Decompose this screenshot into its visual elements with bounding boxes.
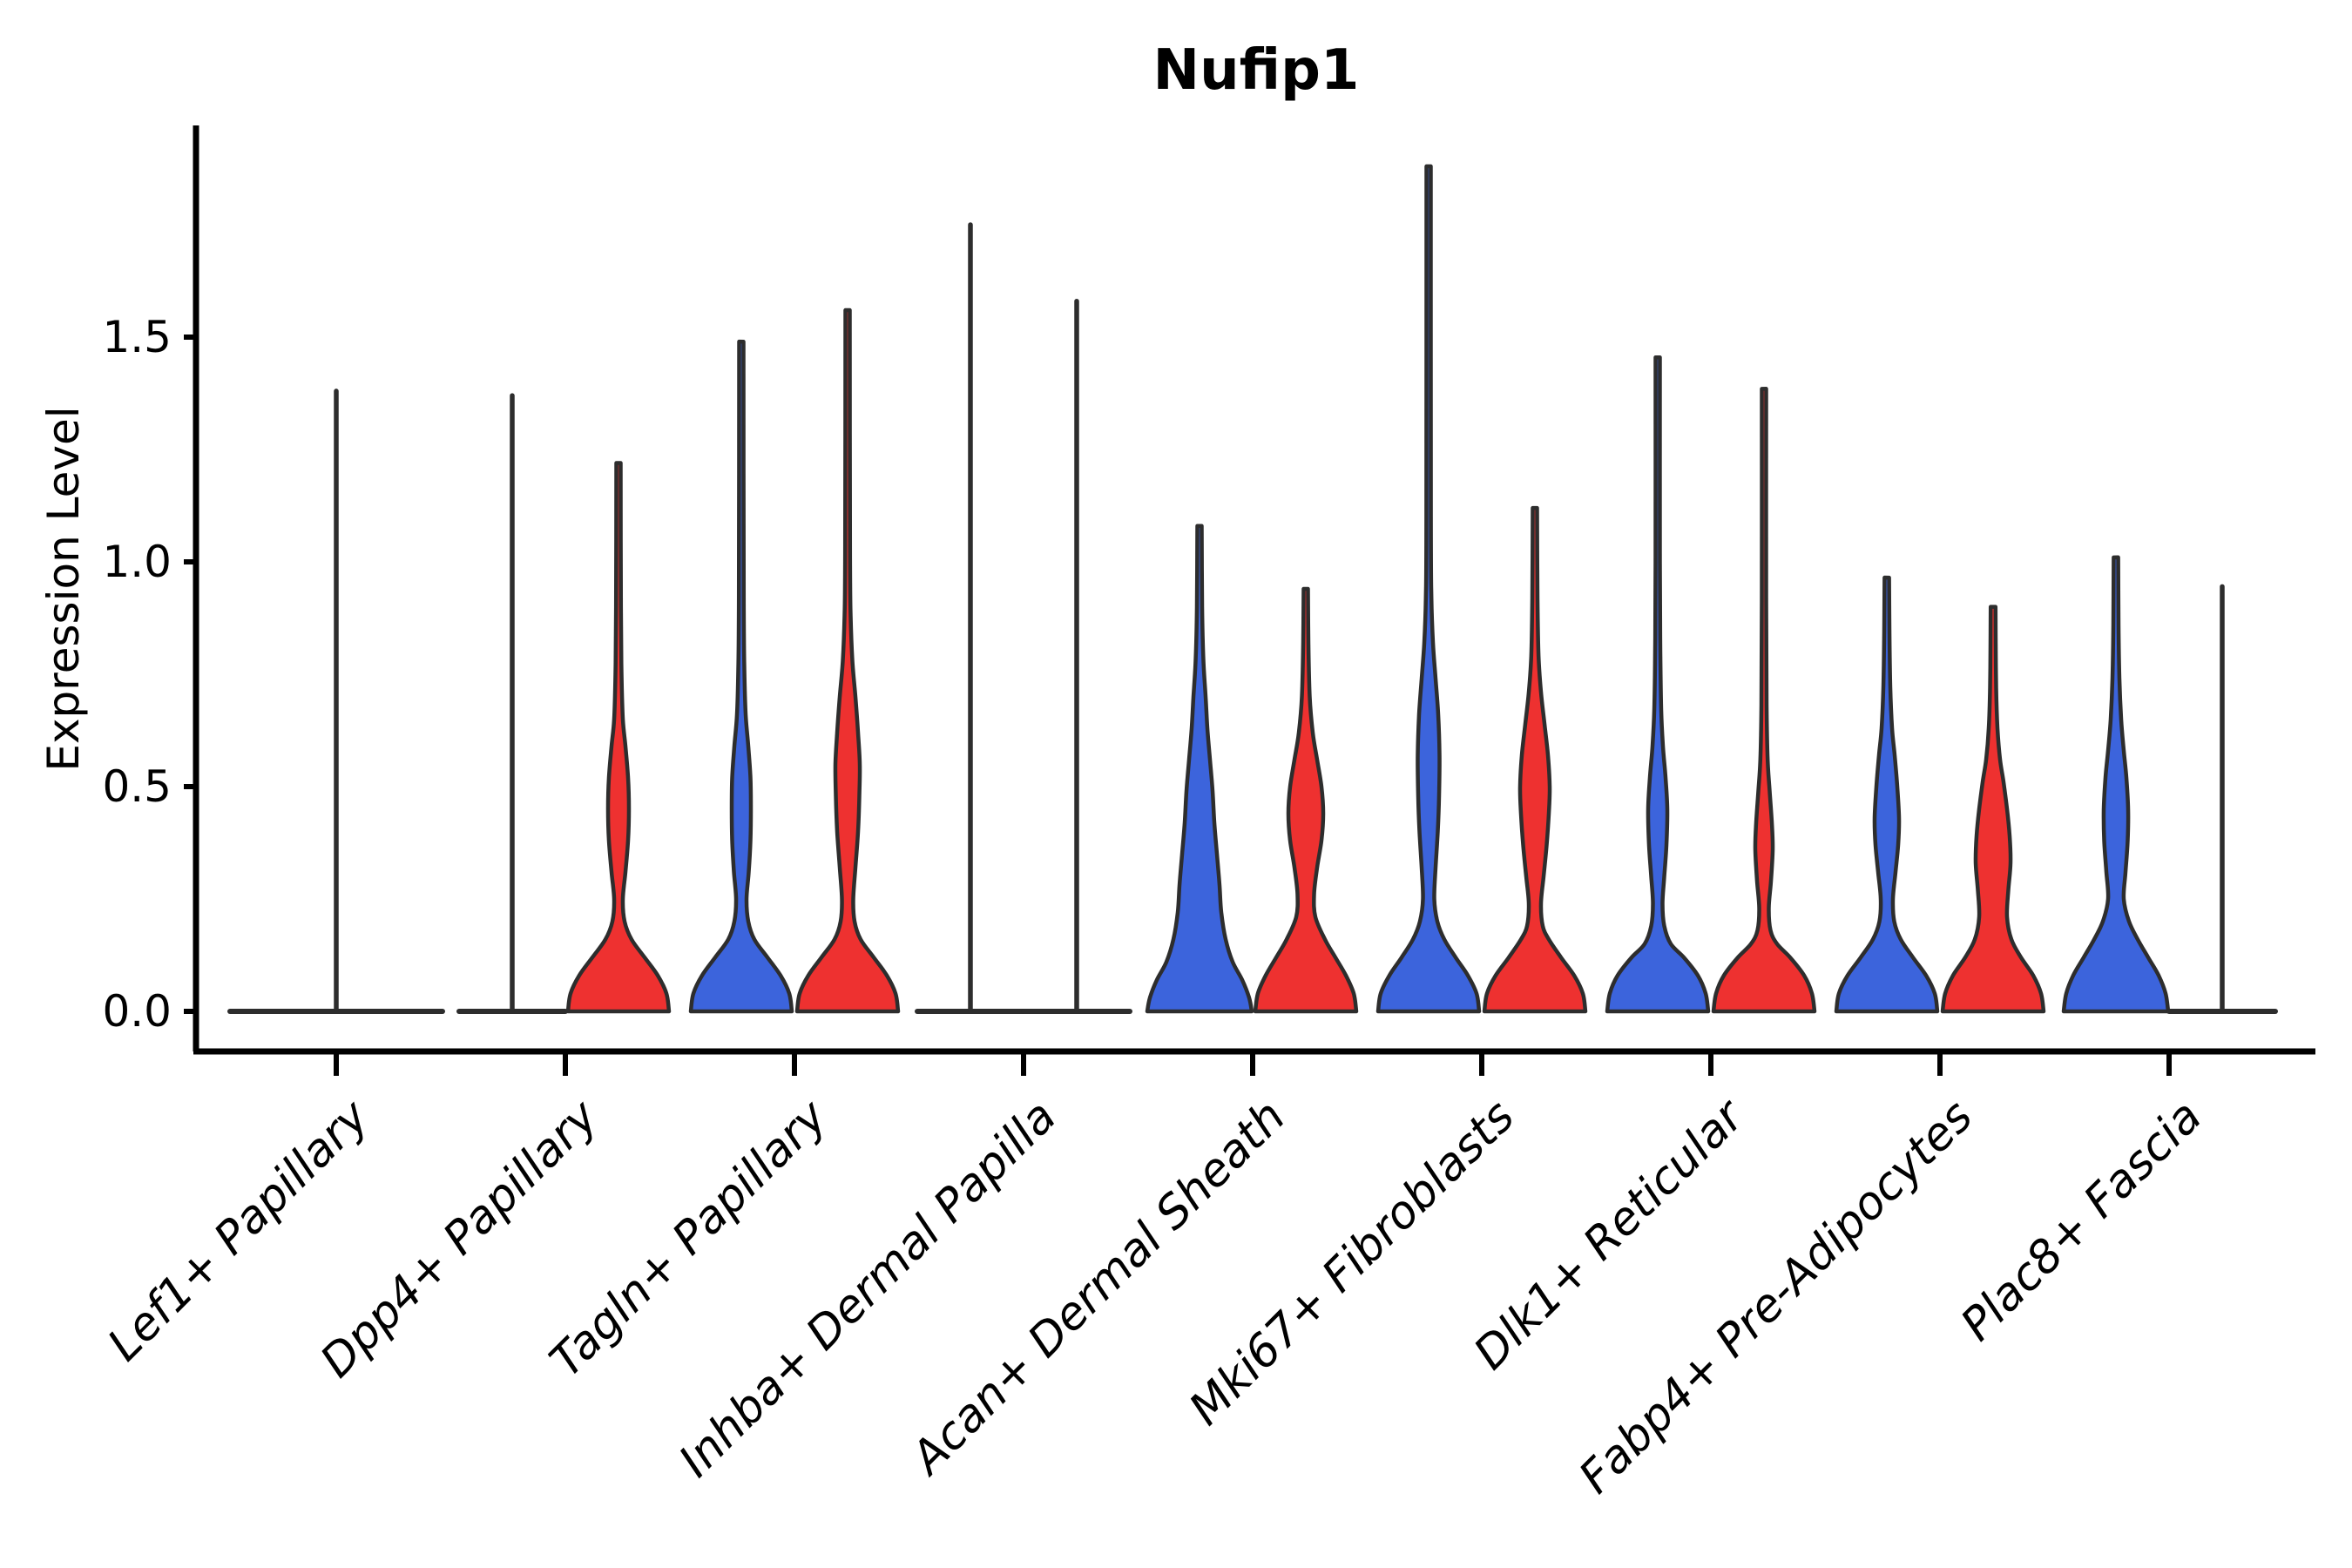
y-axis-label: Expression Level	[38, 406, 89, 771]
violin-body	[688, 339, 794, 1014]
x-tick-label: Acan+ Dermal Sheath	[900, 1091, 1295, 1486]
plot-title: Nufip1	[1153, 38, 1360, 103]
violin-body	[565, 461, 672, 1014]
violin-body	[2061, 555, 2171, 1014]
violin-body	[1711, 387, 1817, 1014]
violin-7-blue	[1834, 575, 1940, 1014]
violin-6-red	[1711, 387, 1817, 1014]
violin-layer	[227, 164, 2278, 1014]
y-tick-label: 1.5	[102, 312, 172, 362]
x-tick-label: Fabp4+ Pre-Adipocytes	[1570, 1091, 1984, 1504]
violin-8-blue	[2061, 555, 2171, 1014]
violin-7-red	[1940, 605, 2046, 1014]
violin-body	[1482, 505, 1588, 1014]
violin-6-blue	[1605, 355, 1711, 1014]
y-tick-label: 0.0	[102, 986, 172, 1037]
violin-5-blue	[1375, 164, 1482, 1014]
violin-body	[1375, 164, 1482, 1014]
violin-2-red	[794, 308, 901, 1014]
violin-body	[1145, 524, 1254, 1014]
violin-5-red	[1482, 505, 1588, 1014]
violin-body	[1253, 586, 1359, 1014]
violin-body	[794, 308, 901, 1014]
violin-8-red	[2166, 584, 2278, 1014]
x-tick-label: Inhba+ Dermal Papilla	[669, 1091, 1066, 1488]
violin-1-red	[565, 461, 672, 1014]
violin-body	[1605, 355, 1711, 1014]
violin-4-red	[1253, 586, 1359, 1014]
violin-4-blue	[1145, 524, 1254, 1014]
violin-body	[1940, 605, 2046, 1014]
x-tick-label: Plac8+ Fascia	[1951, 1091, 2212, 1351]
y-tick-label: 1.0	[102, 537, 172, 587]
violin-0-single	[227, 389, 445, 1014]
y-tick-label: 0.5	[102, 761, 172, 812]
violin-3-red	[1021, 298, 1132, 1014]
violin-body	[1834, 575, 1940, 1014]
violin-3-blue	[915, 222, 1026, 1014]
violin-1-blue	[456, 393, 568, 1014]
violin-2-blue	[688, 339, 794, 1014]
